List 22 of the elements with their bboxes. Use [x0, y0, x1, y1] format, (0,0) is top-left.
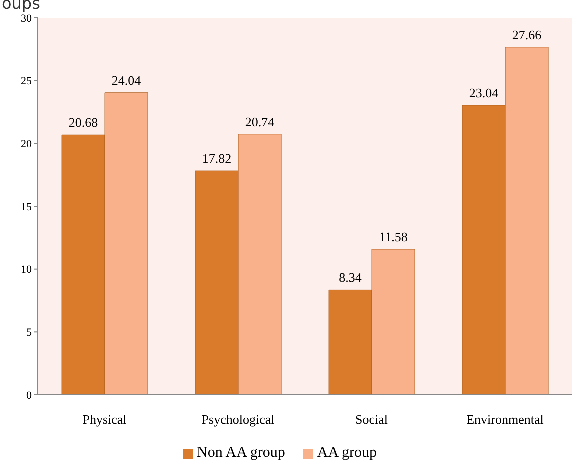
y-tick-label: 15 — [21, 201, 32, 214]
legend-label: Non AA group — [197, 445, 286, 462]
y-tick-label: 5 — [26, 327, 32, 340]
data-label: 24.04 — [112, 72, 142, 88]
x-tick-label: Social — [356, 412, 388, 428]
data-label: 23.04 — [469, 85, 500, 100]
data-label: 20.74 — [245, 114, 276, 130]
y-tick-label: 30 — [21, 12, 32, 25]
y-tick-label: 20 — [21, 138, 32, 151]
y-tick-label: 10 — [21, 264, 32, 276]
data-label: 8.34 — [339, 270, 362, 286]
data-label: 27.66 — [512, 27, 542, 42]
x-tick-label: Environmental — [466, 412, 544, 428]
y-tick-label: 25 — [21, 76, 32, 88]
legend-label: AA group — [317, 445, 377, 462]
y-tick-label: 0 — [26, 390, 32, 402]
x-tick-label: Psychological — [202, 412, 276, 428]
data-label: 11.58 — [379, 229, 408, 244]
x-tick-label: Physical — [82, 412, 128, 428]
chart-title: oups — [2, 0, 40, 13]
data-label: 20.68 — [68, 115, 98, 130]
data-label: 17.82 — [202, 151, 232, 166]
